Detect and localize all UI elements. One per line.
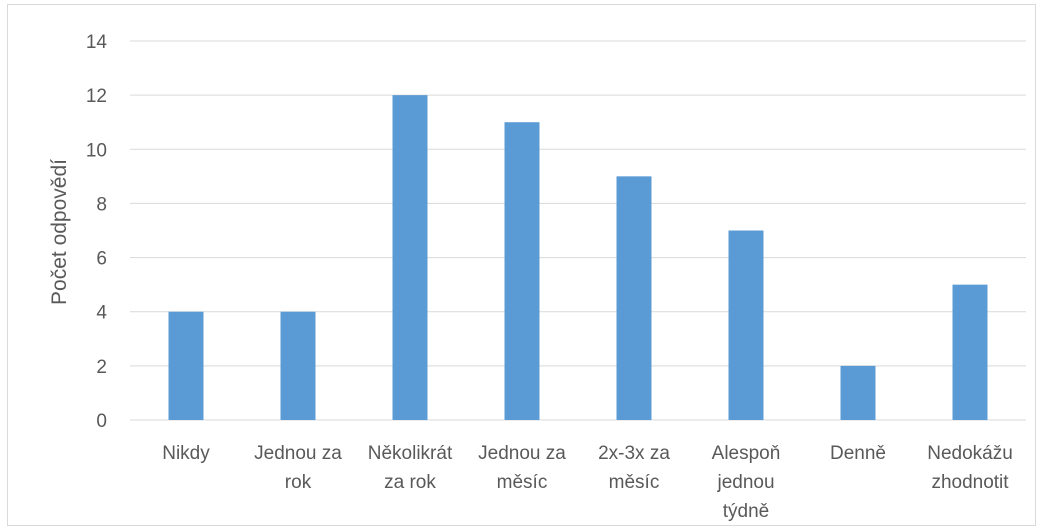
y-tick-label: 6 [96, 249, 107, 270]
bar [280, 311, 316, 420]
bars [168, 95, 988, 421]
x-tick-label: Denně [830, 443, 886, 464]
x-tick-label: Nedokážu zhodnotit [927, 443, 1013, 493]
y-tick-label: 0 [96, 411, 107, 432]
y-axis-label: Počet odpovědí [48, 159, 71, 305]
y-tick-label: 4 [96, 303, 107, 324]
bar [728, 230, 764, 420]
y-tick-label: 8 [96, 194, 107, 215]
y-tick-label: 12 [86, 86, 107, 107]
x-tick-label: Alespoň jednou týdně [712, 443, 781, 522]
x-axis-ticks: Nikdy Jednou za rok Několikrát za rok Jednou … [162, 443, 1013, 522]
gridlines [130, 40, 1026, 421]
x-tick-label: Několikrát za rok [368, 443, 453, 493]
bar [840, 365, 876, 420]
y-tick-label: 2 [96, 357, 107, 378]
bar [616, 176, 652, 420]
x-tick-label: Nikdy [162, 443, 210, 464]
x-tick-label: Jednou za rok [254, 443, 342, 493]
bar [168, 311, 204, 420]
x-tick-label: 2x-3x za měsíc [598, 443, 670, 493]
x-tick-label: Jednou za měsíc [478, 443, 566, 493]
y-tick-label: 10 [86, 140, 107, 161]
bar [392, 95, 428, 421]
y-tick-label: 14 [86, 32, 108, 53]
bar [952, 284, 988, 420]
y-axis-ticks: 0 2 4 6 8 10 12 14 [86, 32, 108, 432]
bar [504, 122, 540, 420]
